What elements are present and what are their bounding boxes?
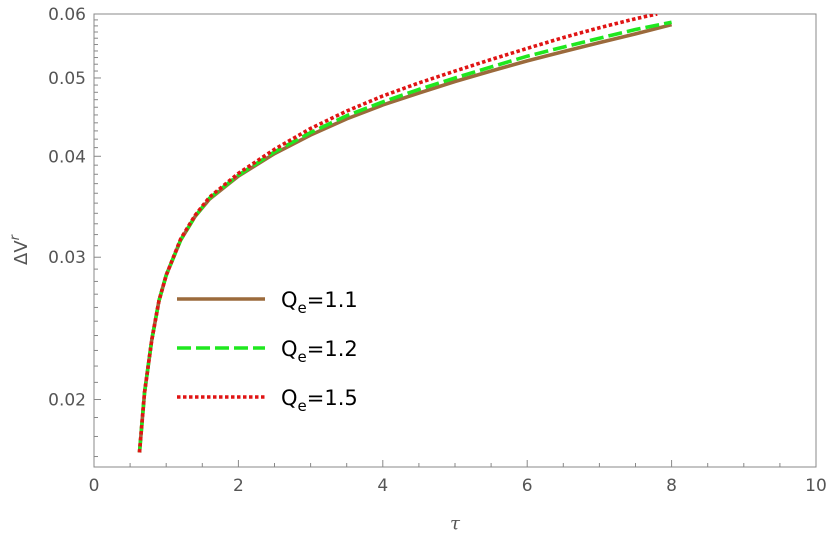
series-line-3 bbox=[137, 14, 658, 453]
x-tick-label: 10 bbox=[805, 476, 827, 496]
legend-label-1: Qe=1.1 bbox=[281, 288, 358, 317]
y-tick-label: 0.04 bbox=[48, 147, 86, 167]
x-tick-label: 0 bbox=[89, 476, 100, 496]
y-axis-label: ΔVr bbox=[8, 233, 32, 265]
y-axis-ticks: 0.02 0.03 0.04 0.05 0.06 bbox=[48, 5, 101, 458]
legend-label-3: Qe=1.5 bbox=[281, 386, 358, 415]
x-axis-ticks: 0 2 4 6 8 10 bbox=[89, 460, 827, 496]
x-tick-label: 8 bbox=[666, 476, 677, 496]
y-tick-label: 0.06 bbox=[48, 5, 86, 25]
x-axis-label: τ bbox=[450, 513, 461, 534]
legend: Qe=1.1 Qe=1.2 Qe=1.5 bbox=[177, 288, 358, 415]
series-layer bbox=[137, 14, 673, 453]
y-axis-label-main: ΔV bbox=[11, 240, 32, 265]
svg-text:ΔVr: ΔVr bbox=[8, 233, 32, 265]
legend-label-2: Qe=1.2 bbox=[281, 337, 358, 366]
y-tick-label: 0.02 bbox=[48, 390, 86, 410]
series-line-2 bbox=[137, 20, 672, 453]
y-tick-label: 0.05 bbox=[48, 69, 86, 89]
y-tick-label: 0.03 bbox=[48, 248, 86, 268]
x-tick-label: 6 bbox=[522, 476, 533, 496]
x-tick-label: 4 bbox=[377, 476, 388, 496]
y-axis-label-sup: r bbox=[8, 233, 23, 240]
x-tick-label: 2 bbox=[233, 476, 244, 496]
